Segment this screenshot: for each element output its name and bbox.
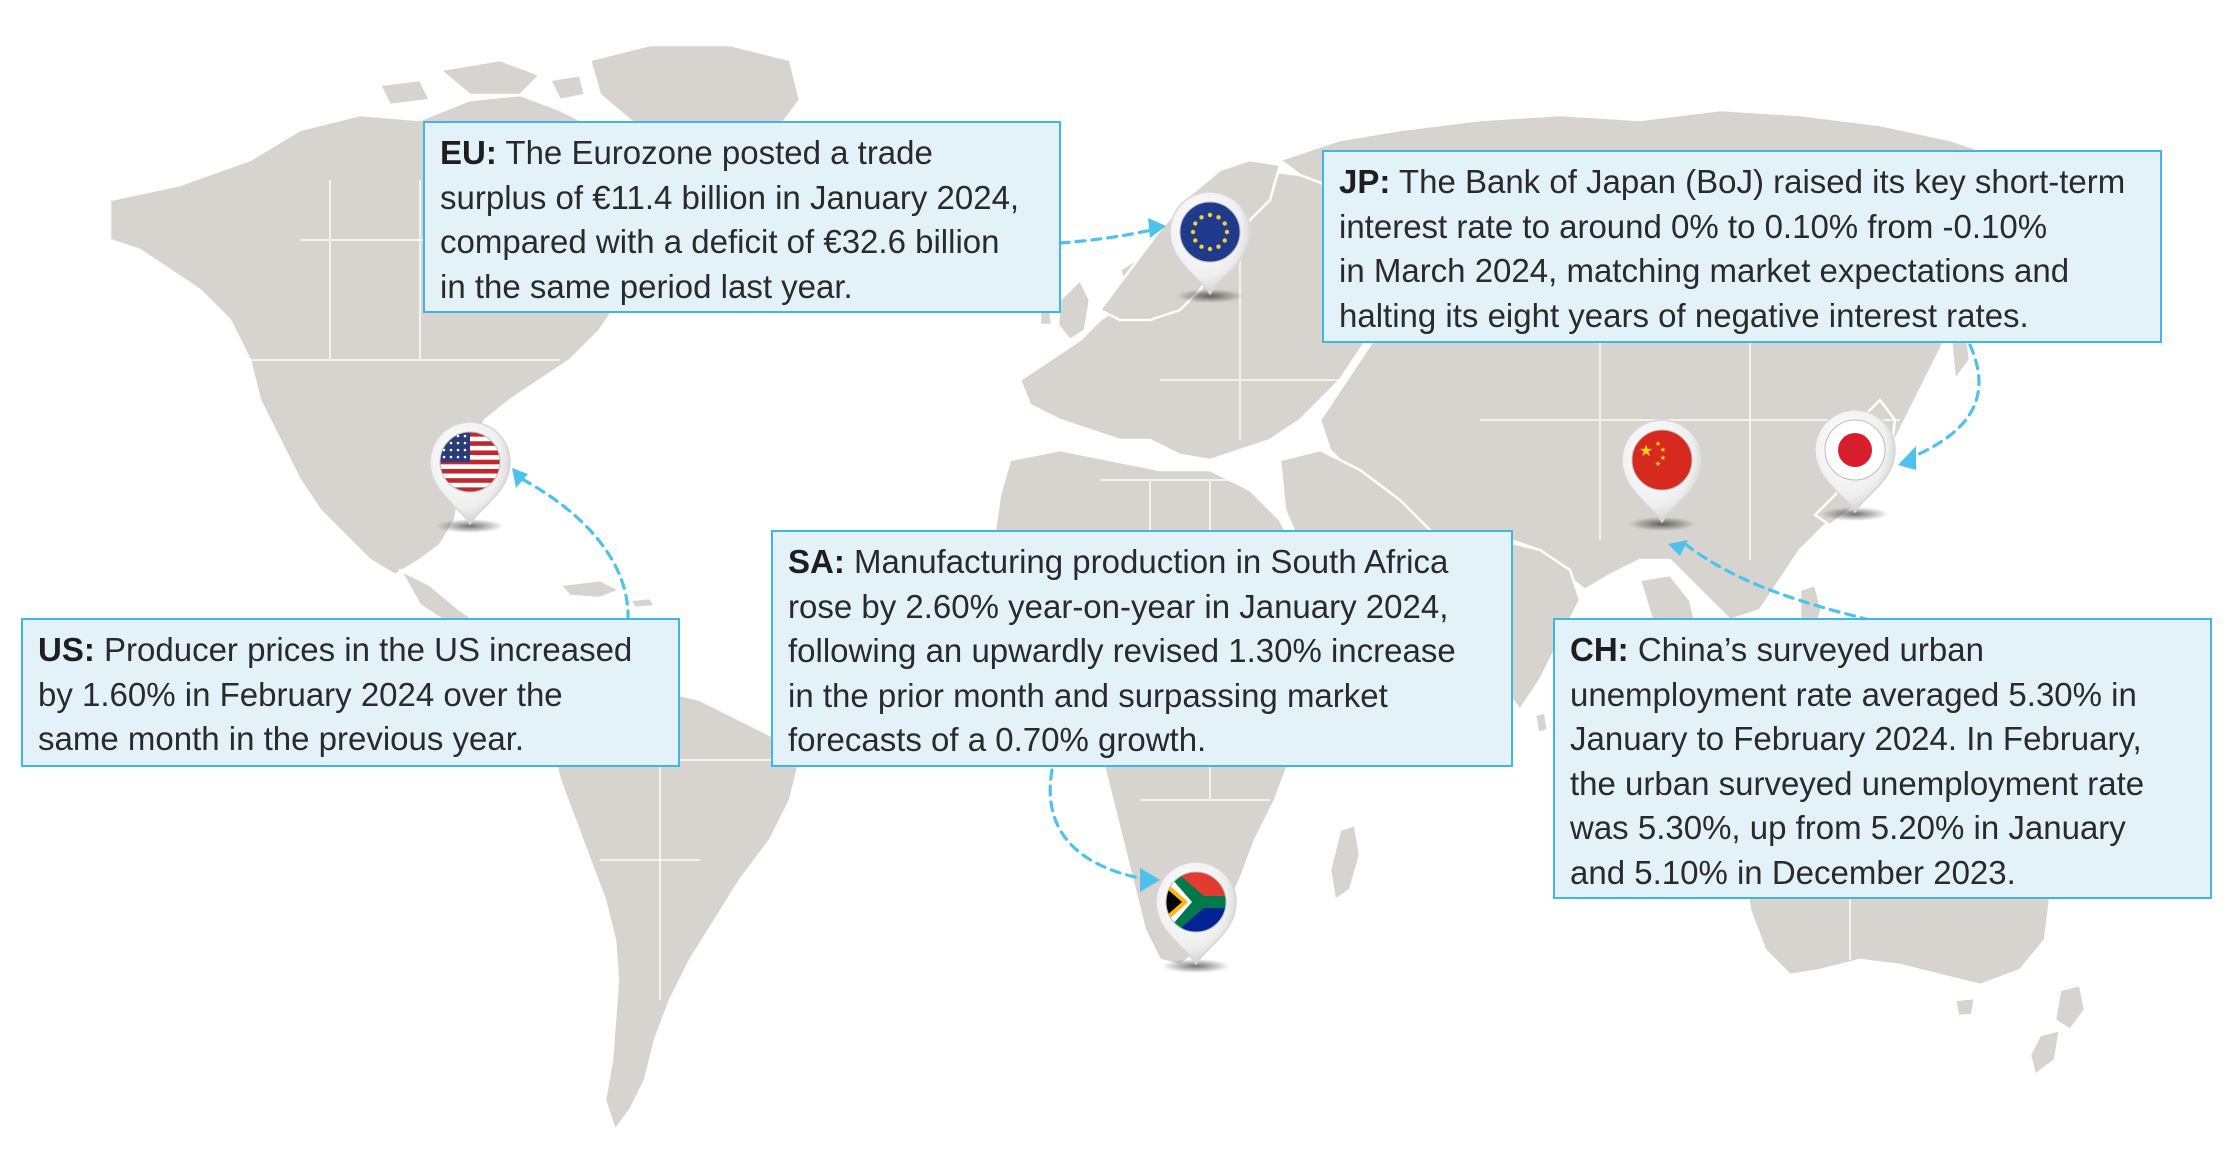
callout-eu-line-3: in the same period last year.	[440, 267, 853, 305]
callout-jp-code: JP:	[1339, 163, 1391, 200]
jp-flag-icon	[1825, 420, 1885, 480]
callout-eu-line-0: EU: The Eurozone posted a trade	[440, 134, 933, 171]
arrow-eu	[1058, 226, 1162, 245]
map-pins: ★ ★★★★	[429, 191, 1896, 973]
callout-eu-line-1: surplus of €11.4 billion in January 2024…	[440, 178, 1020, 216]
arrow-ch	[1678, 538, 1872, 622]
svg-text:★: ★	[1655, 460, 1661, 468]
svg-text:★: ★	[1655, 440, 1661, 448]
callout-jp: JP: The Bank of Japan (BoJ) raised its k…	[1322, 150, 2162, 343]
callout-sa: SA: Manufacturing production in South Af…	[771, 530, 1513, 767]
callout-sa-code: SA:	[788, 543, 845, 580]
callout-us-line-2: same month in the previous year.	[38, 720, 525, 757]
svg-text:★: ★	[1660, 454, 1666, 462]
callout-sa-line-1: rose by 2.60% year-on-year in January 20…	[788, 587, 1449, 625]
arctic-islands	[378, 58, 587, 107]
arrow-us	[518, 476, 630, 622]
callout-ch-line-3: the urban surveyed unemployment rate	[1570, 764, 2145, 802]
south-america	[546, 673, 802, 1132]
madagascar	[1328, 823, 1362, 902]
callout-sa-line-3: in the prior month and surpassing market	[788, 676, 1388, 714]
us-pin-marker	[429, 421, 511, 533]
eu-pin-marker	[1169, 191, 1251, 303]
arrowhead-sa	[1140, 868, 1160, 892]
callout-ch-line-0: CH: China’s surveyed urban	[1570, 631, 1984, 668]
arrowhead-ch	[1668, 540, 1688, 556]
connector-arrows	[512, 218, 1981, 892]
arrowhead-us	[512, 468, 528, 488]
callout-us-code: US:	[38, 631, 95, 668]
callout-sa-line-4: forecasts of a 0.70% growth.	[788, 721, 1207, 758]
sa-pin-marker	[1155, 861, 1237, 973]
callout-eu: EU: The Eurozone posted a trade surplus …	[423, 121, 1061, 313]
callout-us: US: Producer prices in the US increased …	[21, 618, 680, 767]
new-zealand	[2028, 983, 2087, 1077]
callout-eu-code: EU:	[440, 134, 497, 171]
callout-jp-line-3: halting its eight years of negative inte…	[1339, 296, 2029, 334]
arrow-jp	[1903, 343, 1981, 462]
tasmania	[1953, 996, 1977, 1018]
callout-jp-line-0: JP: The Bank of Japan (BoJ) raised its k…	[1339, 163, 2126, 200]
caribbean	[558, 578, 657, 610]
ch-flag-icon: ★ ★★★★	[1632, 430, 1692, 490]
callout-sa-line-2: following an upwardly revised 1.30% incr…	[788, 632, 1456, 669]
svg-text:★: ★	[1639, 441, 1653, 460]
callout-ch-line-2: January to February 2024. In February,	[1570, 720, 2142, 757]
callout-jp-line-2: in March 2024, matching market expectati…	[1339, 252, 2070, 289]
callout-ch-line-5: and 5.10% in December 2023.	[1570, 853, 2016, 891]
callout-us-line-1: by 1.60% in February 2024 over the	[38, 675, 563, 713]
callout-ch: CH: China’s surveyed urban unemployment …	[1553, 618, 2212, 899]
ch-pin-marker: ★ ★★★★	[1621, 419, 1703, 531]
callout-us-line-0: US: Producer prices in the US increased	[38, 631, 633, 668]
arrow-sa	[1048, 768, 1152, 882]
arrowhead-eu	[1148, 218, 1166, 238]
arrowhead-jp	[1898, 446, 1916, 470]
eu-flag-icon	[1180, 202, 1240, 262]
us-flag-icon	[440, 432, 500, 492]
callout-ch-line-1: unemployment rate averaged 5.30% in	[1570, 675, 2137, 713]
callout-jp-line-1: interest rate to around 0% to 0.10% from…	[1339, 207, 2048, 245]
callout-sa-line-0: SA: Manufacturing production in South Af…	[788, 543, 1449, 580]
callout-ch-code: CH:	[1570, 631, 1629, 668]
jp-pin-marker	[1814, 409, 1896, 521]
svg-text:★: ★	[1660, 446, 1666, 454]
callout-ch-line-4: was 5.30%, up from 5.20% in January	[1570, 809, 2126, 846]
sri-lanka	[1533, 710, 1550, 735]
callout-eu-line-2: compared with a deficit of €32.6 billion	[440, 223, 1000, 260]
